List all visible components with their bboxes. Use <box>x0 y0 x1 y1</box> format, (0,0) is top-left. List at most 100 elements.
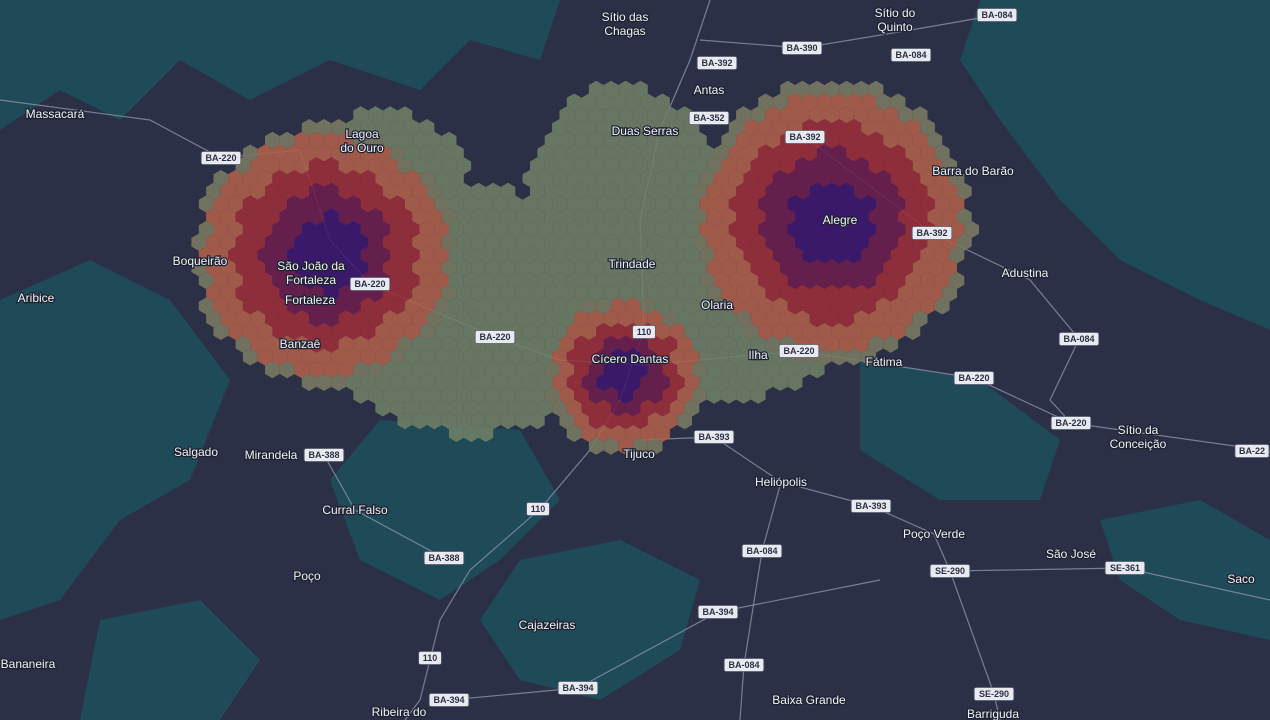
heat-hex <box>787 297 803 315</box>
heat-hex <box>404 246 420 264</box>
heat-hex <box>853 284 869 302</box>
terrain-patch <box>330 420 560 600</box>
heat-hex <box>669 221 685 238</box>
heat-hex <box>397 284 413 302</box>
shield-bg <box>303 448 345 462</box>
heat-hex <box>530 361 545 379</box>
heat-hex <box>588 437 604 455</box>
heat-hex <box>346 246 361 264</box>
shield-bg <box>976 8 1018 22</box>
heat-hex <box>404 323 420 340</box>
heat-hex <box>515 361 530 379</box>
heat-hex <box>596 374 611 391</box>
heat-hex <box>265 208 280 226</box>
road-shield: BA-390 <box>781 41 823 55</box>
heat-hex <box>397 310 413 328</box>
heat-hex <box>876 246 891 264</box>
heat-hex <box>692 335 707 353</box>
heat-hex <box>375 246 391 264</box>
heat-hex <box>750 284 766 302</box>
heat-hex <box>809 80 825 98</box>
heat-hex <box>780 80 795 98</box>
heat-hex <box>441 208 457 226</box>
heat-hex <box>397 131 413 149</box>
heat-hex <box>831 297 847 315</box>
heat-hex <box>853 208 869 226</box>
heat-hex <box>625 348 641 366</box>
heat-hex <box>625 297 641 315</box>
heat-hex <box>250 335 265 353</box>
heat-hex <box>920 144 935 162</box>
heat-hex <box>662 284 678 302</box>
heat-hex <box>588 361 604 379</box>
heat-hex <box>640 221 656 238</box>
heat-hex <box>559 233 575 251</box>
heat-hex <box>758 144 773 162</box>
heat-hex <box>787 374 803 391</box>
road-shield: BA-220 <box>200 151 242 165</box>
heat-hex <box>544 361 560 379</box>
heat-hex <box>279 208 295 226</box>
heat-hex <box>633 259 648 277</box>
heat-hex <box>647 284 663 302</box>
heat-hex <box>765 157 781 175</box>
heat-hex <box>309 361 324 379</box>
heat-hex <box>478 348 494 366</box>
heat-hex <box>824 233 840 251</box>
heat-hex <box>853 157 869 175</box>
heat-hex <box>552 195 567 213</box>
heat-hex <box>338 310 354 328</box>
road-label: BA-393 <box>855 501 886 511</box>
heat-hex <box>772 221 788 238</box>
heat-hex <box>279 233 295 251</box>
heat-hex <box>677 310 692 328</box>
heat-hex <box>581 195 597 213</box>
heat-hex <box>868 157 884 175</box>
heat-hex <box>441 361 457 379</box>
heat-hex <box>765 335 781 353</box>
heat-hex <box>787 246 803 264</box>
heat-hex <box>257 323 273 340</box>
heat-hex <box>537 221 553 238</box>
heat-hex <box>478 221 494 238</box>
place-label: Chagas <box>604 24 645 38</box>
heat-hex <box>544 157 560 175</box>
heat-hex <box>596 221 611 238</box>
heat-hex <box>596 323 611 340</box>
heat-hex <box>360 374 376 391</box>
heat-hex <box>861 348 876 366</box>
heat-hex <box>684 374 700 391</box>
heat-hex <box>566 246 582 264</box>
heat-hex <box>625 195 641 213</box>
heat-hex <box>419 246 435 264</box>
heat-hex <box>618 284 634 302</box>
heat-hex <box>375 144 391 162</box>
heat-hex <box>228 195 243 213</box>
heat-hex <box>449 144 464 162</box>
heat-hex <box>412 361 427 379</box>
place-label: Alegre <box>823 213 858 227</box>
heat-hex <box>441 284 457 302</box>
heat-hex <box>235 233 251 251</box>
shield-bg <box>418 651 442 665</box>
heat-hex <box>750 182 766 200</box>
terrain-patch <box>1100 500 1270 640</box>
heat-hex <box>279 310 295 328</box>
heat-hex <box>397 361 413 379</box>
heat-hex <box>684 297 700 315</box>
heat-hex <box>618 157 634 175</box>
heat-hex <box>331 374 346 391</box>
heat-hex <box>736 259 751 277</box>
road-shield: BA-352 <box>688 111 730 125</box>
heat-hex <box>662 106 678 124</box>
heat-hex <box>235 284 251 302</box>
place-label: Salgado <box>174 445 218 459</box>
heat-hex <box>640 374 656 391</box>
heat-hex <box>662 310 678 328</box>
heat-hex <box>942 284 957 302</box>
heat-hex <box>375 297 391 315</box>
heat-hex <box>242 246 258 264</box>
heat-hex <box>795 310 810 328</box>
heat-hex <box>728 323 744 340</box>
heat-hex <box>824 182 840 200</box>
